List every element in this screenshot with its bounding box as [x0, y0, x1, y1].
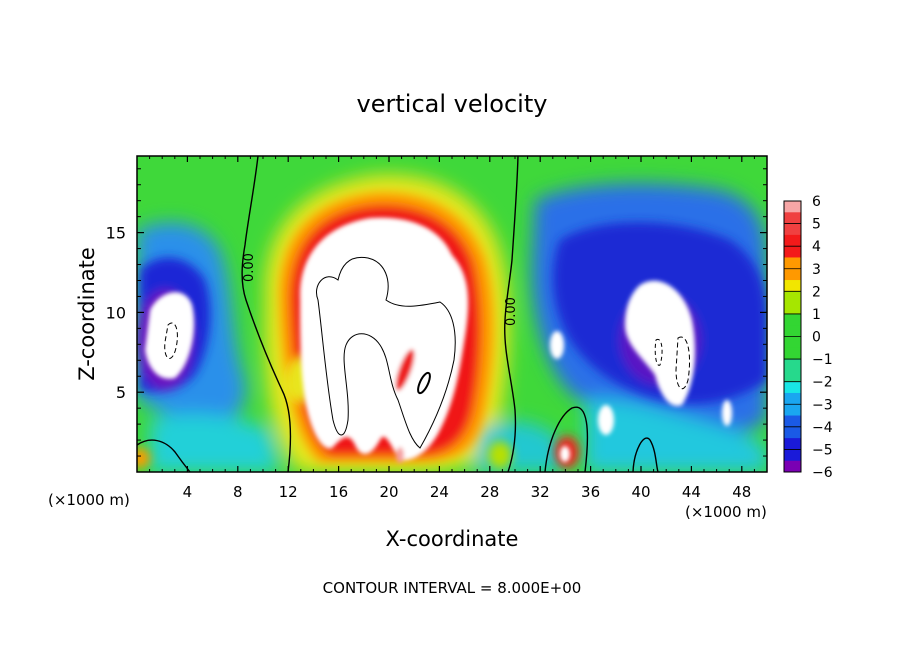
- downdraft-spot-a: [550, 331, 564, 359]
- x-axis-title: X-coordinate: [386, 527, 519, 551]
- x-tick-label: 20: [379, 483, 398, 501]
- x-axis: 4 8 12 16 20 24 28 32 36 40 44 48: [149, 156, 755, 501]
- y-axis-title: Z-coordinate: [75, 247, 99, 381]
- contour-label-left: 0.00: [242, 253, 257, 282]
- x-tick-label: 12: [279, 483, 298, 501]
- colorbar-band: [784, 460, 801, 473]
- colorbar-band: [784, 246, 801, 258]
- y-tick-label: 10: [106, 303, 126, 322]
- colorbar: 6 5 4 3 2 1 0 −1 −2 −3 −4 −5 −6: [783, 194, 833, 481]
- downdraft-spot-b: [598, 405, 614, 435]
- y-tick-label: 15: [106, 224, 126, 243]
- velocity-field: 0.00 0.00: [137, 156, 767, 472]
- zero-contour-middle: [504, 156, 519, 472]
- colorbar-band: [784, 212, 801, 225]
- colorbar-label: 6: [812, 194, 821, 210]
- colorbar-band: [784, 223, 801, 236]
- colorbar-label: −2: [812, 375, 833, 391]
- colorbar-label: −3: [812, 397, 833, 413]
- downdraft-spot-c: [722, 400, 732, 426]
- colorbar-label: 3: [812, 262, 821, 278]
- colorbar-label: 1: [812, 307, 821, 323]
- colorbar-label: −5: [812, 442, 833, 458]
- colorbar-band: [784, 347, 801, 360]
- colorbar-band: [784, 313, 801, 326]
- chart-title: vertical velocity: [357, 90, 548, 118]
- colorbar-band: [784, 268, 801, 281]
- colorbar-band: [784, 234, 801, 247]
- x-unit-left: (×1000 m): [48, 491, 130, 509]
- colorbar-band: [784, 404, 801, 417]
- zero-contour-left: [241, 156, 292, 472]
- x-tick-label: 32: [531, 483, 550, 501]
- y-tick-label: 5: [116, 383, 126, 402]
- contour-label-middle: 0.00: [504, 297, 519, 326]
- colorbar-band: [784, 438, 801, 450]
- updraft-spot-low-b: [396, 447, 404, 463]
- zero-contour-bottom-right: [544, 406, 589, 472]
- positive-contour-inner: [316, 256, 456, 449]
- low-cyan-right: [585, 399, 767, 472]
- x-tick-label: 4: [183, 483, 193, 501]
- colorbar-label: 0: [812, 330, 821, 346]
- x-unit-right: (×1000 m): [685, 503, 767, 521]
- red-streak: [395, 349, 415, 391]
- colorbar-band: [784, 359, 801, 371]
- colorbar-band: [784, 302, 801, 315]
- colorbar-label: −1: [812, 352, 833, 368]
- updraft-core-white: [299, 217, 469, 461]
- colorbar-label: −6: [812, 465, 833, 481]
- x-tick-label: 28: [480, 483, 499, 501]
- updraft-spot-low: [560, 446, 570, 462]
- negative-contour-right: [675, 336, 691, 390]
- colorbar-label: −4: [812, 420, 833, 436]
- zero-contour-bottom-left: [137, 439, 191, 472]
- field-sharp-layer: [145, 217, 732, 463]
- colorbar-band: [784, 381, 801, 394]
- negative-contour-right-b: [654, 338, 663, 366]
- colorbar-band: [784, 325, 801, 337]
- x-tick-label: 24: [430, 483, 449, 501]
- downdraft-right-white: [625, 280, 695, 406]
- colorbar-band: [784, 291, 801, 304]
- colorbar-band: [784, 336, 801, 349]
- contour-lines: [137, 156, 691, 472]
- colorbar-band: [784, 257, 801, 270]
- colorbar-band: [784, 392, 801, 405]
- colorbar-band: [784, 449, 801, 462]
- low-plume-orange: [137, 448, 150, 468]
- x-tick-label: 44: [682, 483, 701, 501]
- x-tick-label: 36: [581, 483, 600, 501]
- x-tick-label: 8: [233, 483, 243, 501]
- colorbar-band: [784, 426, 801, 439]
- colorbar-band: [784, 370, 801, 383]
- colorbar-band: [784, 201, 801, 213]
- colorbar-band: [784, 415, 801, 428]
- low-cyan-left: [150, 414, 280, 472]
- contour-interval-note: CONTOUR INTERVAL = 8.000E+00: [323, 579, 582, 597]
- x-tick-label: 16: [329, 483, 348, 501]
- colorbar-label: 4: [812, 239, 821, 255]
- positive-contour-small: [417, 371, 431, 395]
- zero-contour-bottom-right-b: [632, 437, 659, 472]
- x-tick-label: 40: [631, 483, 650, 501]
- colorbar-band: [784, 280, 801, 292]
- downdraft-left-white: [145, 292, 195, 379]
- y-axis: 5 10 15: [106, 168, 767, 457]
- x-tick-label: 48: [732, 483, 751, 501]
- low-plume-yellow-b: [488, 441, 512, 469]
- colorbar-label: 2: [812, 284, 821, 300]
- colorbar-label: 5: [812, 217, 821, 233]
